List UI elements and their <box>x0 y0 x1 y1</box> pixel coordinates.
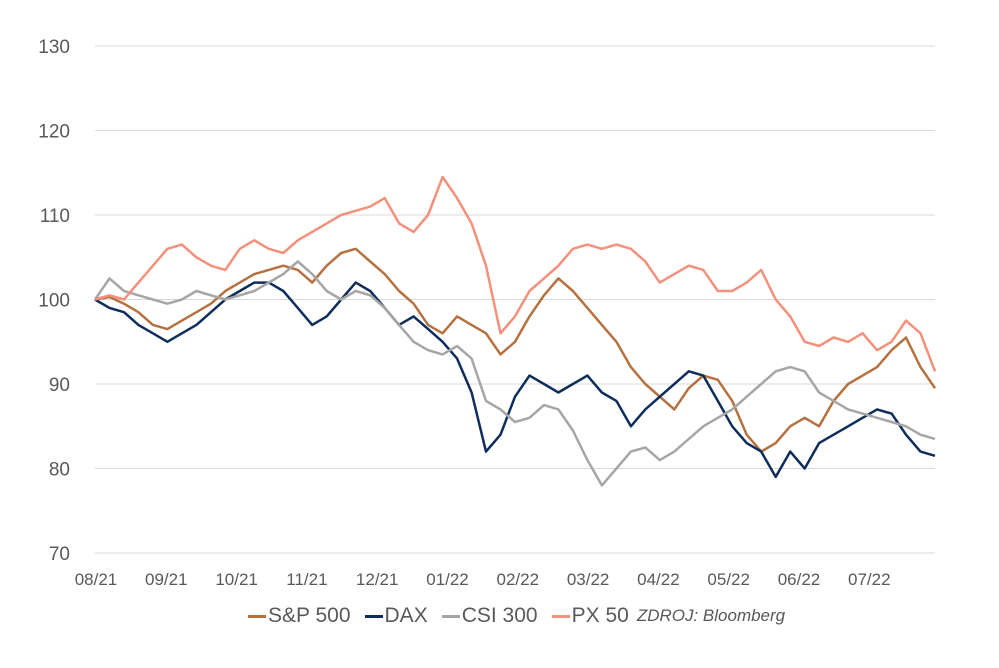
series-line-px-50 <box>94 175 937 372</box>
legend-swatch <box>441 614 460 618</box>
legend-swatch <box>248 614 266 618</box>
y-tick-label: 90 <box>49 375 70 396</box>
y-tick-label: 70 <box>49 544 70 565</box>
x-tick-label: 05/22 <box>707 570 750 589</box>
legend-swatch <box>364 614 383 618</box>
x-tick-label: 09/21 <box>145 570 188 589</box>
series-lines <box>93 175 937 487</box>
legend-item: PX 50 <box>551 604 629 628</box>
legend-label: CSI 300 <box>461 604 538 627</box>
series-line-csi-300 <box>93 260 936 487</box>
y-tick-label: 130 <box>38 37 70 58</box>
y-axis-ticks: 70 80 90 100 110 120 130 <box>38 37 70 565</box>
x-tick-label: 01/22 <box>426 570 469 589</box>
legend-item: DAX <box>364 604 428 628</box>
y-tick-label: 80 <box>49 460 70 481</box>
x-tick-label: 12/21 <box>356 570 399 589</box>
y-tick-label: 110 <box>40 206 70 227</box>
gridlines <box>95 45 935 554</box>
legend-item: S&P 500 <box>248 604 351 628</box>
x-tick-label: 03/22 <box>567 570 610 589</box>
x-tick-label: 06/22 <box>778 570 821 589</box>
source-note: ZDROJ: Bloomberg <box>636 606 786 625</box>
legend-item: CSI 300 <box>441 604 538 628</box>
y-tick-label: 100 <box>38 291 70 312</box>
x-tick-label: 10/21 <box>215 570 258 589</box>
x-tick-label: 08/21 <box>75 570 118 589</box>
legend-swatch <box>551 614 570 618</box>
x-tick-label: 07/22 <box>848 570 891 589</box>
line-chart: 70 80 90 100 110 120 130 08/21 09/21 10/21 11/21 1… <box>38 37 937 589</box>
x-tick-label: 11/21 <box>286 570 327 589</box>
x-axis-ticks: 08/21 09/21 10/21 11/21 12/21 01/22 02/22 03/22… <box>75 570 891 589</box>
legend-label: S&P 500 <box>268 604 351 627</box>
legend: S&P 500 DAX CSI 300 PX 50 ZDROJ: Bloomberg <box>248 604 785 628</box>
series-line-s-p-500 <box>94 247 937 453</box>
legend-label: DAX <box>384 604 428 627</box>
y-tick-label: 120 <box>38 122 70 143</box>
legend-label: PX 50 <box>571 604 629 627</box>
x-tick-label: 02/22 <box>497 570 540 589</box>
series-line-dax <box>94 281 936 479</box>
x-tick-label: 04/22 <box>637 570 680 589</box>
